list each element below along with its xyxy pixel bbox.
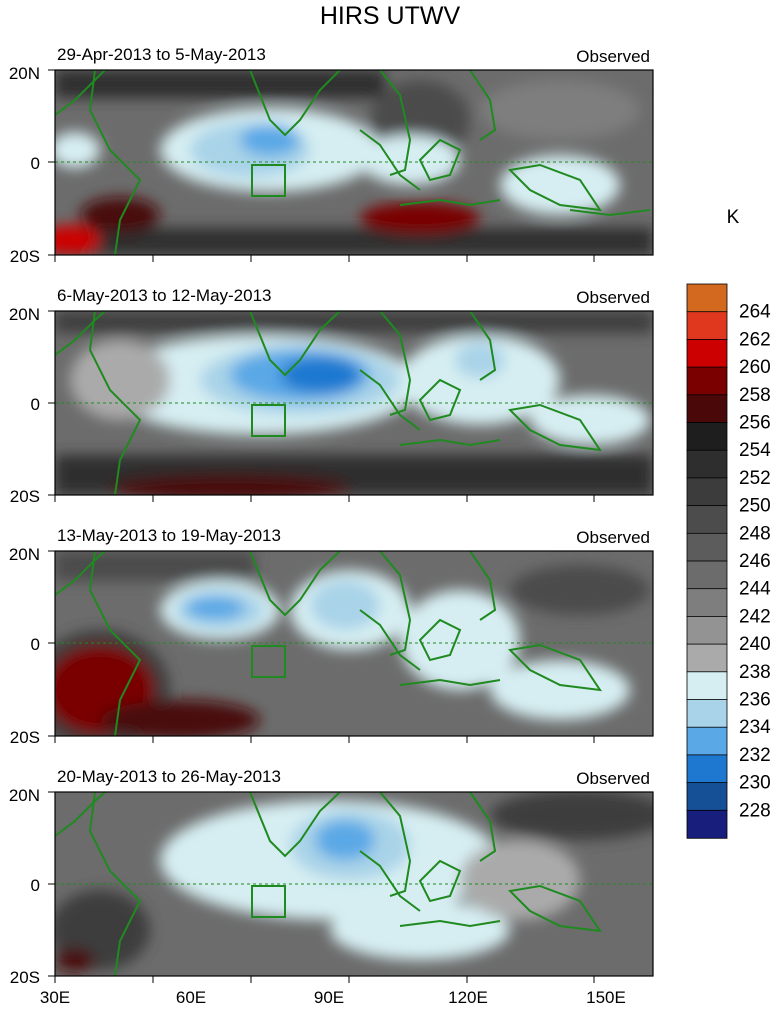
colorbar-swatch bbox=[686, 394, 728, 424]
field-panel-1 bbox=[55, 70, 653, 255]
colorbar-swatch bbox=[686, 560, 728, 590]
ticks-1 bbox=[48, 69, 595, 262]
colorbar-swatch bbox=[686, 311, 728, 341]
lat-tick-1-0: 0 bbox=[31, 154, 40, 173]
coastlines-1 bbox=[55, 70, 651, 255]
colorbar-label: 256 bbox=[739, 413, 771, 434]
lat-tick-3-20n: 20N bbox=[9, 545, 40, 564]
colorbar-label: 244 bbox=[739, 579, 771, 600]
map-panel-3: 13-May-2013 to 19-May-2013 Observed 20N … bbox=[9, 526, 654, 747]
colorbar-swatch bbox=[686, 366, 728, 396]
map-panel-4: 20-May-2013 to 26-May-2013 Observed 20N … bbox=[9, 767, 654, 987]
colorbar-label: 254 bbox=[739, 440, 771, 461]
lat-tick-3-0: 0 bbox=[31, 635, 40, 654]
lat-tick-3-20s: 20S bbox=[10, 728, 40, 747]
panel-tag-2: Observed bbox=[576, 288, 650, 307]
colorbar-swatch bbox=[686, 588, 728, 618]
field-panel-4 bbox=[55, 792, 653, 976]
colorbar-swatch bbox=[686, 422, 728, 451]
colorbar-label: 238 bbox=[739, 662, 771, 683]
colorbar-swatch bbox=[686, 338, 728, 368]
region-box-4 bbox=[251, 885, 286, 918]
colorbar-label: 228 bbox=[739, 800, 771, 821]
lat-tick-4-20s: 20S bbox=[10, 968, 40, 987]
panel-tag-4: Observed bbox=[576, 769, 650, 788]
lon-tick-150e: 150E bbox=[586, 988, 626, 1007]
colorbar-label: 250 bbox=[739, 496, 771, 517]
panel-period-3: 13-May-2013 to 19-May-2013 bbox=[57, 526, 281, 545]
colorbar-swatch bbox=[686, 532, 728, 562]
colorbar-label: 236 bbox=[739, 690, 771, 711]
colorbar-swatch bbox=[686, 699, 728, 728]
colorbar-swatch bbox=[686, 782, 728, 811]
colorbar-label: 252 bbox=[739, 468, 771, 489]
figure-title: HIRS UTWV bbox=[320, 2, 461, 30]
colorbar-swatch bbox=[686, 671, 728, 701]
colorbar-label: 242 bbox=[739, 606, 771, 627]
region-box-1 bbox=[251, 164, 286, 197]
colorbar-swatch bbox=[686, 726, 728, 756]
colorbar-swatch bbox=[686, 643, 728, 673]
lon-tick-120e: 120E bbox=[448, 988, 488, 1007]
colorbar-unit: K bbox=[727, 207, 740, 228]
lat-tick-2-0: 0 bbox=[31, 395, 40, 414]
colorbar-label: 260 bbox=[739, 357, 771, 378]
lat-tick-1-20n: 20N bbox=[9, 64, 40, 83]
colorbar-swatch bbox=[686, 616, 728, 645]
lat-tick-1-20s: 20S bbox=[10, 247, 40, 266]
colorbar-swatch bbox=[686, 449, 728, 479]
lon-tick-30e: 30E bbox=[40, 988, 70, 1007]
coastlines-4 bbox=[55, 792, 603, 976]
coastlines-2 bbox=[55, 311, 603, 495]
colorbar-label: 264 bbox=[739, 302, 771, 323]
lat-tick-4-20n: 20N bbox=[9, 786, 40, 805]
colorbar-swatch bbox=[686, 754, 728, 784]
lat-tick-2-20n: 20N bbox=[9, 305, 40, 324]
map-panel-2: 6-May-2013 to 12-May-2013 Observed 20N 0… bbox=[9, 286, 654, 506]
lat-tick-2-20s: 20S bbox=[10, 487, 40, 506]
colorbar-label: 240 bbox=[739, 634, 771, 655]
colorbar-label: 232 bbox=[739, 745, 771, 766]
region-box-2 bbox=[251, 404, 286, 437]
ticks-3 bbox=[48, 550, 595, 743]
colorbar-label: 262 bbox=[739, 329, 771, 350]
colorbar-label: 248 bbox=[739, 523, 771, 544]
panel-period-2: 6-May-2013 to 12-May-2013 bbox=[57, 286, 272, 305]
region-box-3 bbox=[251, 645, 286, 678]
colorbar-label: 230 bbox=[739, 773, 771, 794]
ticks-2 bbox=[48, 310, 595, 502]
colorbar-swatch bbox=[686, 505, 728, 535]
panel-tag-3: Observed bbox=[576, 528, 650, 547]
colorbar-swatch bbox=[686, 477, 728, 507]
colorbar: 264 262 260 258 256 254 252 250 248 246 244 242 240 2… bbox=[686, 283, 771, 839]
ticks-4 bbox=[48, 791, 595, 983]
colorbar-label: 258 bbox=[739, 385, 771, 406]
lon-tick-60e: 60E bbox=[176, 988, 206, 1007]
lon-tick-90e: 90E bbox=[314, 988, 344, 1007]
colorbar-swatch bbox=[686, 283, 728, 313]
colorbar-label: 246 bbox=[739, 551, 771, 572]
colorbar-label: 234 bbox=[739, 717, 771, 738]
panel-period-1: 29-Apr-2013 to 5-May-2013 bbox=[57, 45, 266, 64]
coastlines-3 bbox=[55, 551, 603, 736]
panel-tag-1: Observed bbox=[576, 47, 650, 66]
field-panel-2 bbox=[55, 311, 653, 495]
lat-tick-4-0: 0 bbox=[31, 876, 40, 895]
map-panel-1: 29-Apr-2013 to 5-May-2013 Observed 20N 0… bbox=[9, 45, 654, 266]
colorbar-swatch bbox=[686, 809, 728, 839]
field-panel-3 bbox=[55, 551, 653, 736]
panel-period-4: 20-May-2013 to 26-May-2013 bbox=[57, 767, 281, 786]
